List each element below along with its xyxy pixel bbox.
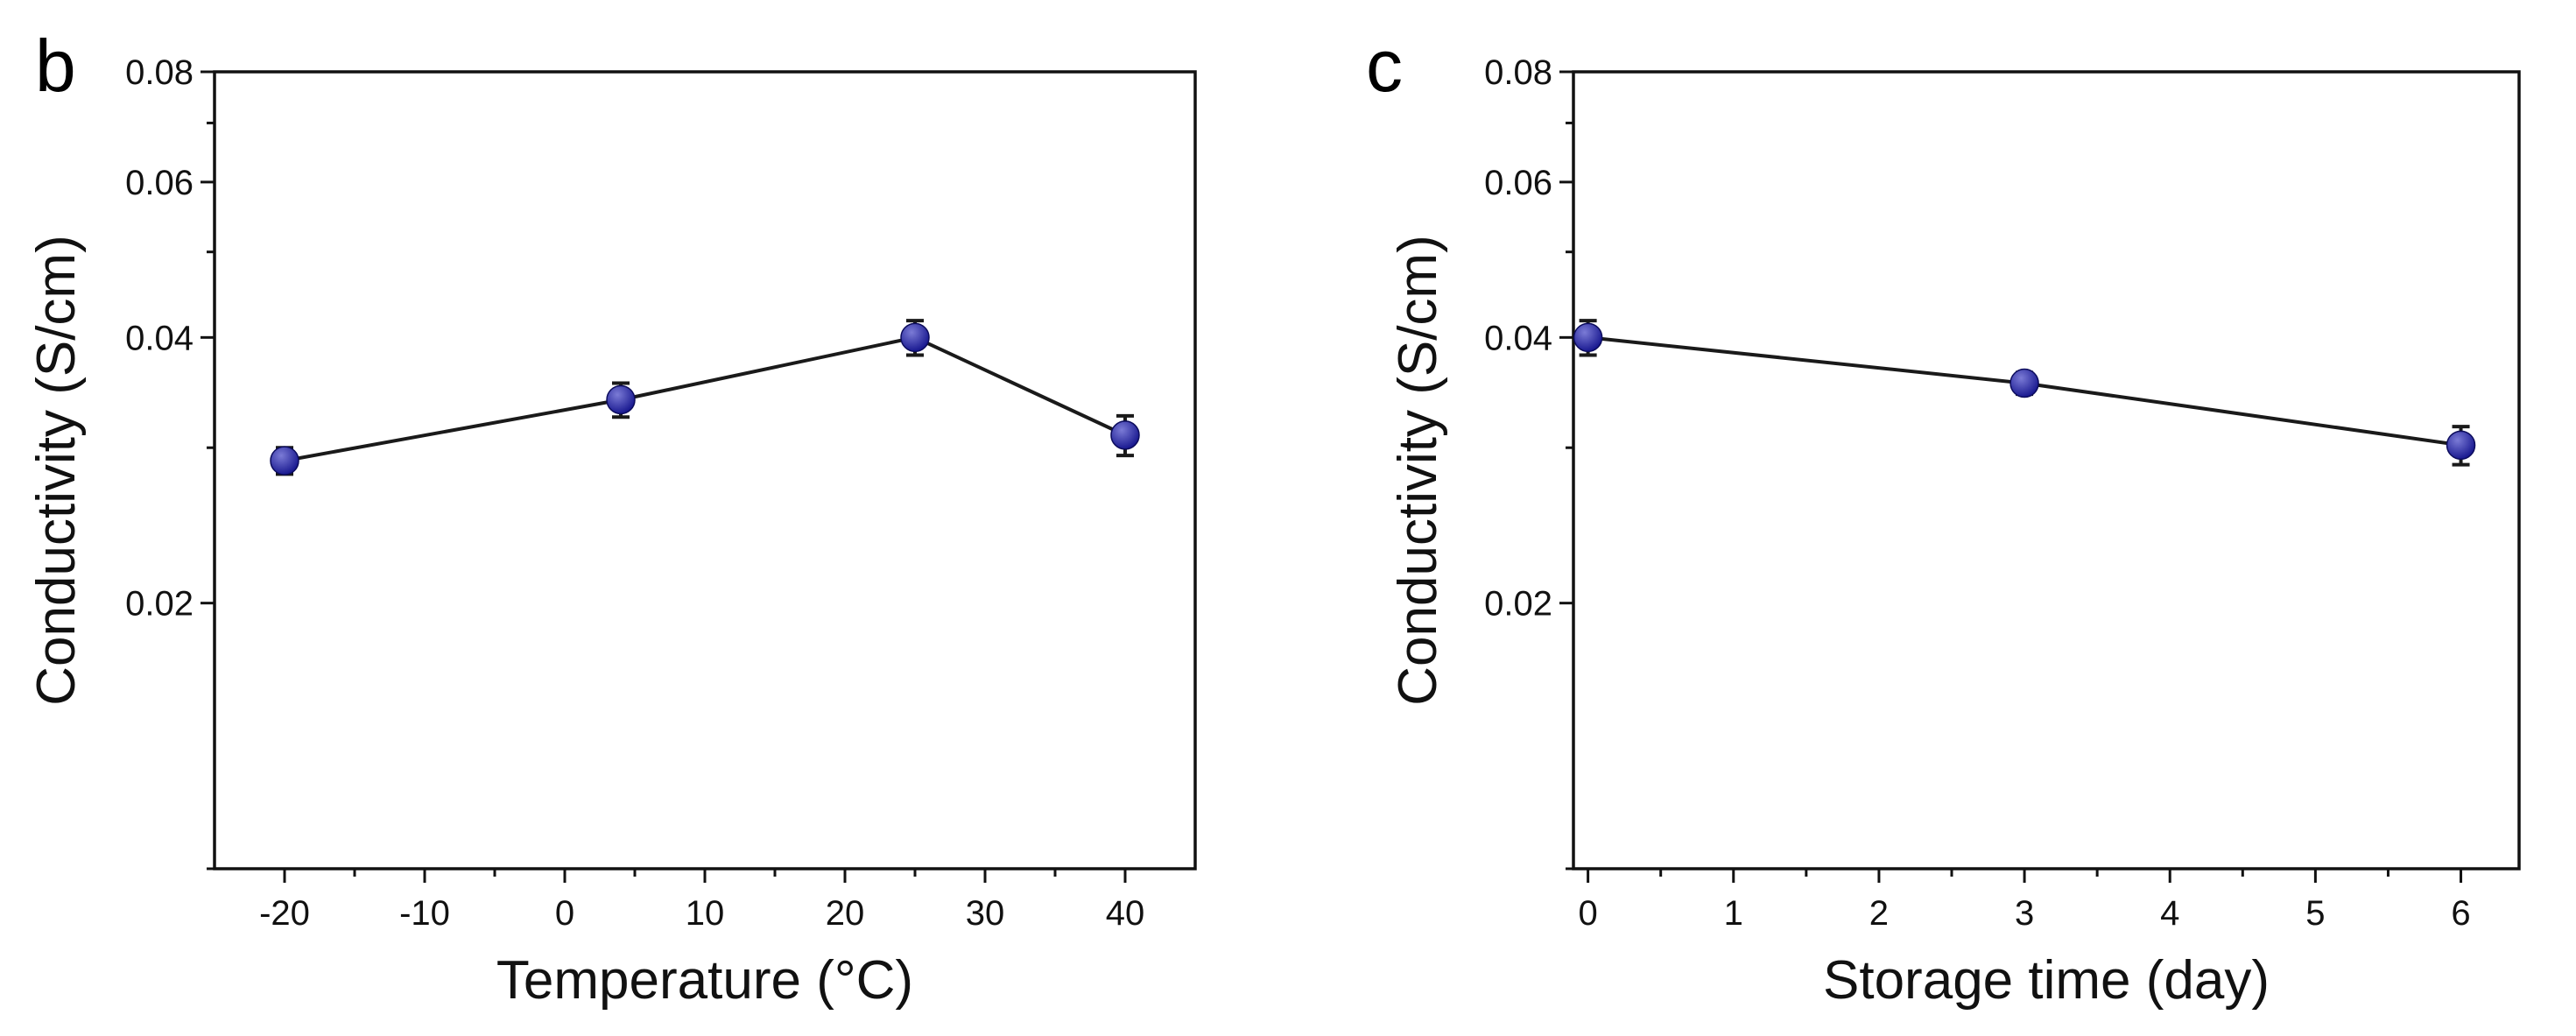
y-axis-ticks-b: 0.02 0.04 0.06 0.08 bbox=[125, 53, 215, 870]
y-tick-label-c: 0.02 bbox=[1484, 585, 1552, 624]
x-axis-title-c: Storage time (day) bbox=[1823, 950, 2270, 1011]
y-tick-label-c: 0.08 bbox=[1484, 53, 1552, 92]
data-point-c bbox=[1573, 322, 1603, 353]
y-tick-label-c: 0.04 bbox=[1484, 319, 1552, 357]
data-series-b bbox=[270, 319, 1140, 476]
chart-panel-b: b 0.02 0.04 0.06 0.08 -20 -10 0 10 20 30 40 Tempe… bbox=[26, 25, 1197, 1011]
data-point-c bbox=[2009, 368, 2039, 398]
y-tick-label-b: 0.02 bbox=[125, 585, 194, 624]
x-tick-label-b: -20 bbox=[259, 894, 310, 933]
x-tick-label-b: 0 bbox=[555, 894, 574, 933]
x-axis-ticks-b: -20 -10 0 10 20 30 40 bbox=[259, 869, 1144, 933]
y-tick-label-b: 0.08 bbox=[125, 53, 194, 92]
data-point-b bbox=[900, 322, 930, 353]
x-axis-ticks-c: 0 1 2 3 4 5 6 bbox=[1578, 869, 2471, 933]
x-tick-label-c: 4 bbox=[2160, 894, 2179, 933]
x-tick-label-b: 20 bbox=[826, 894, 865, 933]
x-axis-title-b: Temperature (°C) bbox=[496, 950, 913, 1011]
x-tick-label-c: 0 bbox=[1578, 894, 1597, 933]
x-tick-label-b: -10 bbox=[399, 894, 450, 933]
x-tick-label-c: 1 bbox=[1724, 894, 1743, 933]
x-tick-label-b: 10 bbox=[686, 894, 725, 933]
data-point-b bbox=[606, 384, 636, 415]
data-point-b bbox=[1110, 420, 1140, 450]
x-tick-label-c: 5 bbox=[2305, 894, 2325, 933]
panel-letter-c: c bbox=[1366, 25, 1403, 107]
y-tick-label-c: 0.06 bbox=[1484, 164, 1552, 202]
x-tick-label-c: 6 bbox=[2451, 894, 2470, 933]
y-tick-label-b: 0.04 bbox=[125, 319, 194, 357]
y-axis-title-c: Conductivity (S/cm) bbox=[1388, 235, 1448, 705]
y-tick-label-b: 0.06 bbox=[125, 164, 194, 202]
x-tick-label-c: 3 bbox=[2015, 894, 2034, 933]
plot-frame-c bbox=[1572, 70, 2521, 870]
plot-frame-b bbox=[213, 70, 1197, 870]
data-series-c bbox=[1573, 319, 2476, 467]
data-point-b bbox=[270, 446, 299, 476]
y-axis-ticks-c: 0.02 0.04 0.06 0.08 bbox=[1484, 53, 1573, 870]
chart-panel-c: c 0.02 0.04 0.06 0.08 0 1 2 3 4 5 6 Storage time … bbox=[1366, 25, 2521, 1011]
x-tick-label-c: 2 bbox=[1869, 894, 1889, 933]
y-axis-title-b: Conductivity (S/cm) bbox=[26, 235, 87, 705]
data-point-c bbox=[2446, 430, 2476, 461]
x-tick-label-b: 30 bbox=[966, 894, 1005, 933]
x-tick-label-b: 40 bbox=[1106, 894, 1145, 933]
panel-letter-b: b bbox=[35, 25, 76, 107]
series-line-b bbox=[284, 335, 1126, 463]
